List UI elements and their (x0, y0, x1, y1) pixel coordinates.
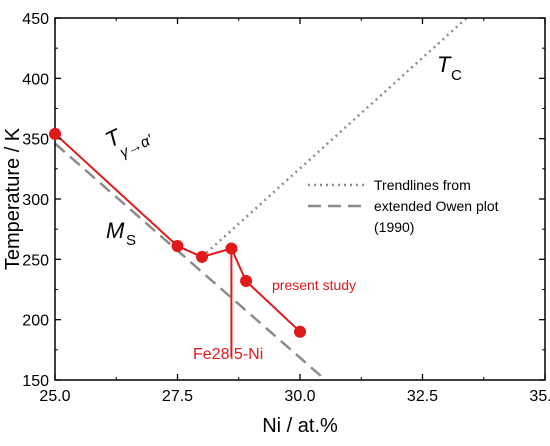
y-tick-label-2: 250 (22, 252, 49, 269)
y-axis-title: Temperature / K (2, 127, 24, 270)
y-tick-label-6: 450 (22, 11, 49, 28)
tc-label: T (437, 52, 452, 77)
series-line-dotted (201, 17, 468, 258)
tc-label-subscript: C (451, 67, 462, 84)
data-point-3 (225, 242, 238, 255)
x-tick-label-0: 25.0 (39, 388, 70, 405)
ms-label-subscript: S (126, 232, 136, 249)
data-point-0 (49, 127, 61, 140)
alloy-label: Fe28.5-Ni (193, 346, 263, 363)
series-line-dashed (54, 142, 327, 381)
present-study-label: present study (272, 277, 356, 293)
y-tick-label-0: 150 (22, 373, 49, 390)
x-tick-label-2: 30.0 (284, 388, 315, 405)
legend-line-3: (1990) (374, 219, 414, 235)
data-points (49, 127, 306, 338)
y-tick-label-4: 350 (22, 132, 49, 149)
x-tick-label-1: 27.5 (162, 388, 193, 405)
y-tick-label-3: 300 (22, 192, 49, 209)
y-tick-label-1: 200 (22, 313, 49, 330)
data-point-5 (294, 325, 306, 338)
transformation-label-subscript: γ→α' (117, 131, 156, 162)
axis-ticks: 25.0 27.5 30.0 32.5 35.0 150 200 250 300 350 400 45… (22, 11, 550, 405)
plot-lines (54, 17, 468, 381)
legend: Trendlines from extended Owen plot (1990… (308, 177, 499, 235)
x-axis-title: Ni / at.% (262, 415, 338, 437)
x-tick-label-3: 32.5 (407, 388, 438, 405)
x-tick-label-4: 35.0 (529, 388, 550, 405)
data-point-2 (196, 250, 208, 263)
ms-label: M (106, 218, 125, 243)
legend-line-2: extended Owen plot (374, 198, 499, 214)
series-line-solid-markers (54, 133, 301, 333)
y-tick-label-5: 400 (22, 71, 49, 88)
data-point-1 (171, 240, 184, 253)
data-point-4 (240, 275, 253, 288)
legend-line-1: Trendlines from (374, 177, 471, 193)
